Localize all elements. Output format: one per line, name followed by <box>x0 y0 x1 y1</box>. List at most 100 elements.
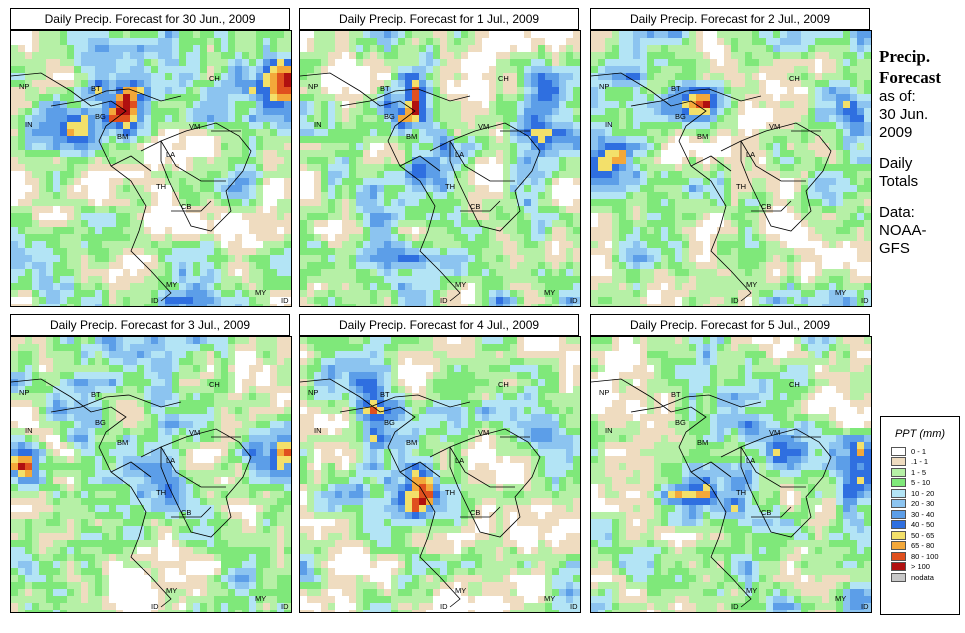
country-label: BM <box>406 438 417 447</box>
legend-label: 50 - 65 <box>911 530 935 540</box>
country-label: VM <box>769 428 780 437</box>
country-label: NP <box>599 388 609 397</box>
country-label: LA <box>746 456 755 465</box>
country-label: BM <box>117 132 128 141</box>
country-label: BM <box>406 132 417 141</box>
country-label: ID <box>151 296 159 305</box>
country-label: MY <box>835 594 846 603</box>
country-outline <box>11 378 252 608</box>
country-label: BT <box>671 390 681 399</box>
country-label: BT <box>380 390 390 399</box>
country-label: NP <box>19 82 29 91</box>
legend-item: > 100 <box>891 562 959 573</box>
legend-item: nodata <box>891 572 959 583</box>
country-label: ID <box>281 296 289 305</box>
country-label: ID <box>440 602 448 611</box>
country-label: CB <box>761 202 771 211</box>
country-label: BG <box>95 418 106 427</box>
country-label: CB <box>470 508 480 517</box>
legend-item: 20 - 30 <box>891 499 959 510</box>
legend-label: nodata <box>911 572 934 582</box>
country-label: BT <box>91 84 101 93</box>
precip-grid: NP BT BG IN BM CH VM LA TH CB MY ID MY ID <box>300 337 580 612</box>
legend-swatch <box>891 551 906 561</box>
data-label: Data: <box>879 204 915 221</box>
legend-swatch <box>891 509 906 519</box>
country-label: VM <box>478 122 489 131</box>
forecast-panel-6: Daily Precip. Forecast for 5 Jul., 2009 … <box>590 314 872 613</box>
country-label: BT <box>380 84 390 93</box>
country-label: IN <box>605 426 613 435</box>
country-label: BG <box>95 112 106 121</box>
country-label: NP <box>599 82 609 91</box>
precip-map: NP BT BG IN BM CH VM LA TH CB MY ID MY ID <box>299 336 581 613</box>
legend-label: 0 - 1 <box>911 446 927 456</box>
legend-label: 30 - 40 <box>911 509 935 519</box>
country-label: TH <box>156 182 166 191</box>
asof-date-1: 30 Jun. <box>879 106 929 123</box>
country-label: IN <box>25 426 33 435</box>
country-label: LA <box>746 150 755 159</box>
country-outline <box>339 394 530 518</box>
precip-map: NP BT BG IN BM CH VM LA TH CB MY ID MY ID <box>10 336 292 613</box>
country-outline <box>630 88 821 212</box>
country-outline <box>11 72 252 302</box>
country-label: CH <box>209 380 220 389</box>
panel-title: Daily Precip. Forecast for 4 Jul., 2009 <box>299 314 579 336</box>
data-source-1: NOAA- <box>879 222 927 239</box>
precip-map: NP BT BG IN BM CH VM LA TH CB MY ID MY ID <box>590 30 872 307</box>
info-heading-2: Forecast <box>879 68 941 87</box>
country-label: MY <box>166 280 177 289</box>
country-label: BM <box>697 132 708 141</box>
legend-label: > 100 <box>911 562 930 572</box>
country-label: MY <box>544 594 555 603</box>
panel-title: Daily Precip. Forecast for 30 Jun., 2009 <box>10 8 290 30</box>
country-label: LA <box>166 150 175 159</box>
country-label: BG <box>384 112 395 121</box>
country-label: ID <box>731 602 739 611</box>
country-label: NP <box>308 82 318 91</box>
country-label: CB <box>181 202 191 211</box>
asof-label: as of: <box>879 88 916 105</box>
country-outline <box>300 72 541 302</box>
country-label: ID <box>440 296 448 305</box>
country-outline <box>630 394 821 518</box>
country-label: NP <box>19 388 29 397</box>
legend-label: 80 - 100 <box>911 551 939 561</box>
legend-swatch <box>891 457 906 467</box>
legend-label: 65 - 80 <box>911 541 935 551</box>
country-outline <box>50 88 241 212</box>
country-label: ID <box>861 296 869 305</box>
country-label: MY <box>835 288 846 297</box>
country-label: ID <box>151 602 159 611</box>
legend-swatch <box>891 520 906 530</box>
country-label: VM <box>189 122 200 131</box>
legend-swatch <box>891 499 906 509</box>
country-label: MY <box>746 586 757 595</box>
country-label: TH <box>445 182 455 191</box>
country-label: BT <box>91 390 101 399</box>
country-label: VM <box>189 428 200 437</box>
panel-title: Daily Precip. Forecast for 2 Jul., 2009 <box>590 8 870 30</box>
precip-map: NP BT BG IN BM CH VM LA TH CB MY ID MY ID <box>299 30 581 307</box>
country-label: IN <box>605 120 613 129</box>
legend-item: 0 - 1 <box>891 446 959 457</box>
country-label: MY <box>746 280 757 289</box>
legend-label: 40 - 50 <box>911 520 935 530</box>
precip-grid: NP BT BG IN BM CH VM LA TH CB MY ID MY ID <box>11 31 291 306</box>
country-label: BM <box>697 438 708 447</box>
country-label: CH <box>789 380 800 389</box>
legend-swatch <box>891 572 906 582</box>
legend-label: .1 - 1 <box>911 457 929 467</box>
country-label: BG <box>675 112 686 121</box>
country-label: CH <box>209 74 220 83</box>
precip-grid: NP BT BG IN BM CH VM LA TH CB MY ID MY ID <box>591 31 871 306</box>
forecast-info: Precip. Forecast as of: 30 Jun. 2009 Dai… <box>879 46 963 258</box>
country-label: MY <box>255 288 266 297</box>
country-label: IN <box>314 426 322 435</box>
forecast-panel-2: Daily Precip. Forecast for 1 Jul., 2009 … <box>299 8 581 307</box>
data-source-2: GFS <box>879 240 910 257</box>
country-label: VM <box>769 122 780 131</box>
country-label: BG <box>675 418 686 427</box>
legend-item: 5 - 10 <box>891 478 959 489</box>
